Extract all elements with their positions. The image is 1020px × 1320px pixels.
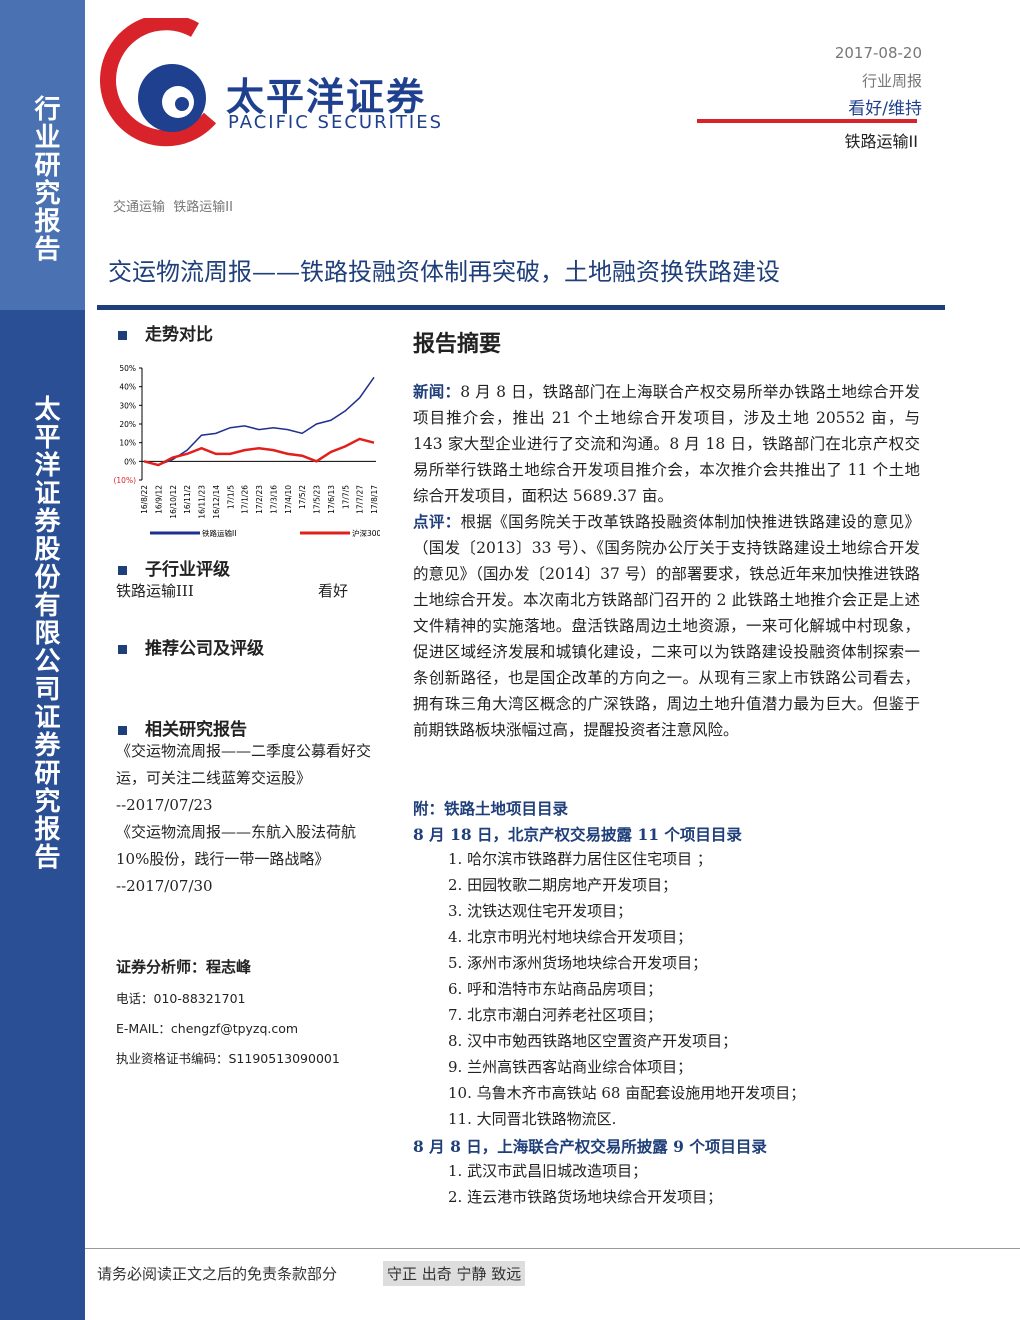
legend-label: 沪深300 [352,528,380,538]
list-item: 8. 汉中市勉西铁路地区空置资产开发项目； [448,1032,738,1050]
y-tick-label: (10%) [113,476,136,485]
date: 2017-08-20 [834,44,922,62]
related-heading: 相关研究报告 [118,715,247,740]
industry: 铁路运输II [844,132,918,151]
legend-label: 铁路运输II [202,528,236,538]
y-tick-label: 50% [119,364,136,373]
y-tick-label: 30% [119,401,136,410]
y-tick-label: 10% [119,439,136,448]
y-tick-label: 0% [124,457,136,466]
disclaimer: 请务必阅读正文之后的免责条款部分 [97,1265,338,1283]
comment: 点评：根据《国务院关于改革铁路投融资体制加快推进铁路建设的意见》（国发〔2013… [413,509,920,743]
list2: 1. 武汉市武昌旧城改造项目； 2. 连云港市铁路货场地块综合开发项目； [448,1158,722,1210]
x-tick-label: 16/9/12 [154,485,163,514]
news-label: 新闻： [413,382,461,401]
report-type: 行业周报 [861,72,922,90]
x-tick-label: 17/8/17 [370,485,379,514]
breadcrumb: 交通运输 铁路运输II [113,200,233,215]
sub-rating: 看好 [318,582,349,600]
motto: 守正 出奇 宁静 致远 [383,1261,526,1286]
sub-heading: 子行业评级 [118,555,230,580]
list2-heading: 8 月 8 日，上海联合产权交易所披露 9 个项目目录 [413,1137,767,1156]
list1-heading: 8 月 18 日，北京产权交易披露 11 个项目目录 [413,825,742,844]
series-line [143,437,375,467]
sidebar-bottom [0,310,85,1320]
x-tick-label: 16/11/2 [183,485,192,514]
trend-chart: (10%) 0% 10% 20% 30% 40% 50% 16/8/22 16/9/12 16/1… [113,364,380,538]
recommend-heading: 推荐公司及评级 [118,634,264,659]
sidebar-bottom-text: 太平洋证券股份有限公司证券研究报告 [30,395,60,871]
summary-heading: 报告摘要 [413,331,502,357]
list-item: 7. 北京市潮白河养老社区项目； [448,1006,663,1024]
x-tick-label: 17/1/5 [226,485,235,509]
x-tick-label: 16/12/14 [212,485,221,519]
list-item: 1. 武汉市武昌旧城改造项目； [448,1162,648,1180]
list-item: 3. 沈铁达观住宅开发项目； [448,902,633,920]
list-item: 6. 呼和浩特市东站商品房项目； [448,980,663,998]
trend-heading: 走势对比 [118,320,213,345]
x-tick-label: 16/8/22 [140,485,149,514]
y-tick-label: 40% [119,383,136,392]
analyst-email: E-MAIL：chengzf@tpyzq.com [116,1021,299,1036]
list-item: 2. 连云港市铁路货场地块综合开发项目； [448,1188,723,1206]
related-title: 《交运物流周报——二季度公募看好交运，可关注二线蓝筹交运股》 [116,742,372,787]
comment-text: 根据《国务院关于改革铁路投融资体制加快推进铁路建设的意见》（国发〔2013〕33… [413,513,920,739]
y-tick-label: 20% [119,420,136,429]
analyst-cert: 执业资格证书编码：S1190513090001 [116,1051,340,1066]
logo-arc [100,18,217,147]
x-tick-label: 17/5/23 [313,485,322,514]
list-item: 4. 北京市明光村地块综合开发项目； [448,928,693,946]
logo-cn: 太平洋证券 [226,75,427,119]
sidebar-top-text: 行业研究报告 [30,95,60,263]
list-item: 5. 涿州市涿州货场地块综合开发项目； [448,954,708,972]
sidebar-top [0,0,85,310]
list-item: 9. 兰州高铁西客站商业综合体项目； [448,1058,693,1076]
x-tick-label: 17/4/10 [284,485,293,514]
news-text: 8 月 8 日，铁路部门在上海联合产权交易所举办铁路土地综合开发项目推介会，推出… [413,383,920,505]
title-rule [97,305,945,310]
x-tick-label: 16/10/12 [169,485,178,519]
list-item: 11. 大同晋北铁路物流区. [448,1110,617,1128]
logo-mark [100,18,217,147]
related-date: --2017/07/23 [116,796,213,814]
appendix: 附：铁路土地项目目录 [413,799,569,818]
logo-en: PACIFIC SECURITIES [228,112,443,133]
list-item: 1. 哈尔滨市铁路群力居住区住宅项目 ； [448,850,712,868]
rating-rule [697,119,917,123]
x-tick-label: 17/7/5 [341,485,350,509]
footer-rule [85,1248,1020,1249]
comment-label: 点评： [413,512,461,531]
x-tick-label: 17/5/2 [298,485,307,509]
rating: 看好/维持 [848,99,922,119]
x-tick-label: 17/2/23 [255,485,264,514]
list1: 1. 哈尔滨市铁路群力居住区住宅项目 ； 2. 田园牧歌二期房地产开发项目； 3. … [448,846,805,1132]
x-tick-label: 16/11/23 [198,485,207,519]
series-line [143,376,375,466]
sub-industry: 铁路运输III [116,582,194,600]
related-list: 《交运物流周报——二季度公募看好交运，可关注二线蓝筹交运股》 --2017/07… [116,738,381,900]
x-tick-label: 17/1/26 [241,485,250,514]
list-item: 2. 田园牧歌二期房地产开发项目； [448,876,678,894]
analyst-phone: 电话：010-88321701 [116,991,246,1006]
x-tick-label: 17/7/27 [356,485,365,514]
related-title: 《交运物流周报——东航入股法荷航 10%股份，践行一带一路战略》 [116,823,357,868]
list-item: 10. 乌鲁木齐市高铁站 68 亩配套设施用地开发项目； [448,1084,806,1102]
news: 新闻：8 月 8 日，铁路部门在上海联合产权交易所举办铁路土地综合开发项目推介会… [413,379,920,509]
analyst: 证券分析师：程志峰 [116,958,252,976]
related-date: --2017/07/30 [116,877,213,895]
x-tick-label: 17/3/16 [269,485,278,514]
title: 交运物流周报——铁路投融资体制再突破，土地融资换铁路建设 [108,258,780,286]
x-tick-label: 17/6/13 [327,485,336,514]
logo-dot [175,97,189,111]
